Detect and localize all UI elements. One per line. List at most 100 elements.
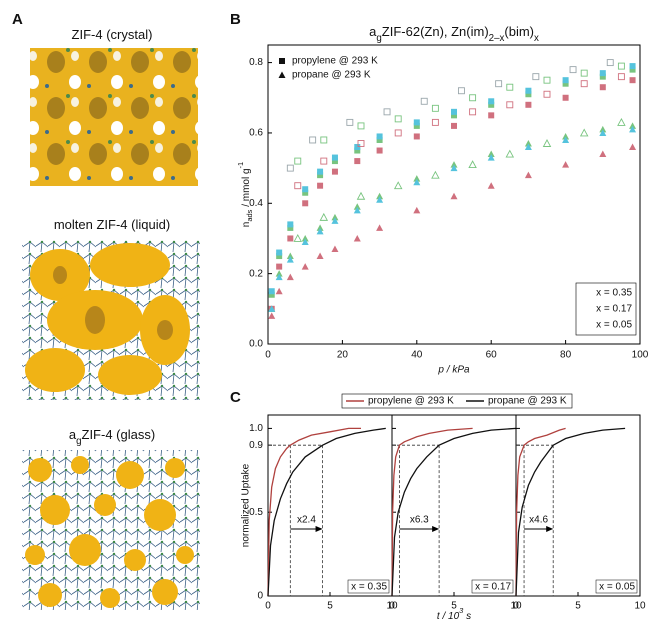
marker xyxy=(354,144,361,151)
y-axis-label-part: -1 xyxy=(236,162,245,169)
chart-title-part: x xyxy=(534,33,539,44)
marker xyxy=(629,143,637,151)
marker xyxy=(319,212,329,221)
marker xyxy=(320,157,328,165)
marker xyxy=(275,270,283,277)
marker xyxy=(357,122,365,130)
marker xyxy=(376,192,384,200)
x-axis-label-part: 3 xyxy=(459,606,464,615)
marker xyxy=(286,256,294,263)
marker xyxy=(317,182,324,189)
marker xyxy=(276,253,283,260)
marker xyxy=(431,118,439,126)
plot-frame xyxy=(515,414,641,597)
marker xyxy=(275,273,283,281)
marker xyxy=(457,87,465,95)
marker xyxy=(420,97,428,105)
x-tick-label: 20 xyxy=(337,350,349,361)
marker xyxy=(331,168,338,175)
marker xyxy=(413,206,421,214)
marker xyxy=(393,181,403,190)
marker xyxy=(309,136,317,144)
marker xyxy=(562,161,570,168)
x-tick-label: 0 xyxy=(265,350,271,361)
x-tick-label: 5 xyxy=(575,601,581,612)
ratio-label: x4.6 xyxy=(529,515,548,526)
marker xyxy=(469,94,477,102)
marker xyxy=(506,101,514,109)
y-tick-label: 0.8 xyxy=(249,57,263,68)
marker xyxy=(275,287,283,295)
marker xyxy=(346,118,354,126)
marker xyxy=(302,189,309,196)
marker xyxy=(331,245,339,253)
marker xyxy=(562,94,569,101)
marker xyxy=(356,191,366,200)
marker xyxy=(543,90,551,98)
x-tick-label: 10 xyxy=(634,601,646,612)
x-tick-label: 60 xyxy=(486,350,498,361)
x-tick-label: 0 xyxy=(389,601,395,612)
marker xyxy=(488,112,495,119)
marker xyxy=(562,132,570,140)
annotation: x = 0.35 xyxy=(596,288,632,299)
marker xyxy=(383,108,391,116)
marker xyxy=(354,158,361,165)
uptake-line xyxy=(267,427,361,597)
marker xyxy=(331,154,338,161)
marker xyxy=(301,263,309,270)
y-tick-label: 0.9 xyxy=(249,440,263,451)
marker xyxy=(316,227,324,235)
panel-label: B xyxy=(230,11,241,28)
marker xyxy=(451,122,457,129)
plot-frame xyxy=(267,44,641,345)
marker xyxy=(331,213,339,221)
marker xyxy=(353,203,361,210)
marker xyxy=(316,252,324,260)
marker xyxy=(450,192,458,200)
panel-label: A xyxy=(12,11,23,28)
marker xyxy=(525,91,532,98)
image-title-part: molten ZIF-4 (liquid) xyxy=(54,217,170,232)
marker xyxy=(320,136,328,144)
marker xyxy=(287,221,294,228)
image-title: agZIF-4 (glass) xyxy=(69,427,155,447)
marker xyxy=(524,143,532,151)
y-axis-label: nads / mmol g-1 xyxy=(236,162,254,227)
marker xyxy=(629,122,637,129)
uptake-line xyxy=(391,427,517,597)
marker xyxy=(287,235,294,242)
x-axis-label: t / 103 s xyxy=(437,606,471,621)
y-axis-label-part: n xyxy=(241,222,252,228)
x-tick-label: 100 xyxy=(632,350,649,361)
marker xyxy=(301,238,309,245)
marker xyxy=(268,312,276,319)
marker xyxy=(268,305,276,312)
marker xyxy=(268,291,275,298)
marker xyxy=(286,273,294,281)
marker xyxy=(599,70,606,77)
marker xyxy=(468,160,477,169)
marker xyxy=(331,158,338,165)
annotation: x = 0.05 xyxy=(596,320,632,331)
marker xyxy=(617,73,625,81)
marker xyxy=(580,69,588,77)
annotation-box xyxy=(575,282,637,336)
panel-label: C xyxy=(230,389,241,406)
image-title-part: g xyxy=(76,436,81,447)
marker xyxy=(617,62,625,70)
image-title-part: a xyxy=(69,427,77,442)
marker xyxy=(562,77,569,84)
x-tick-label: 10 xyxy=(386,601,398,612)
marker xyxy=(278,71,286,78)
chart-title-part: 2–x xyxy=(489,33,505,44)
y-axis-label: normalized Uptake xyxy=(241,463,252,547)
y-tick-label: 0 xyxy=(257,591,263,602)
marker xyxy=(579,128,589,137)
marker xyxy=(294,157,302,165)
marker xyxy=(562,136,570,143)
x-axis-label-part: t / 10 xyxy=(437,611,460,622)
marker xyxy=(606,59,614,67)
x-axis-label-part: s xyxy=(463,611,471,622)
